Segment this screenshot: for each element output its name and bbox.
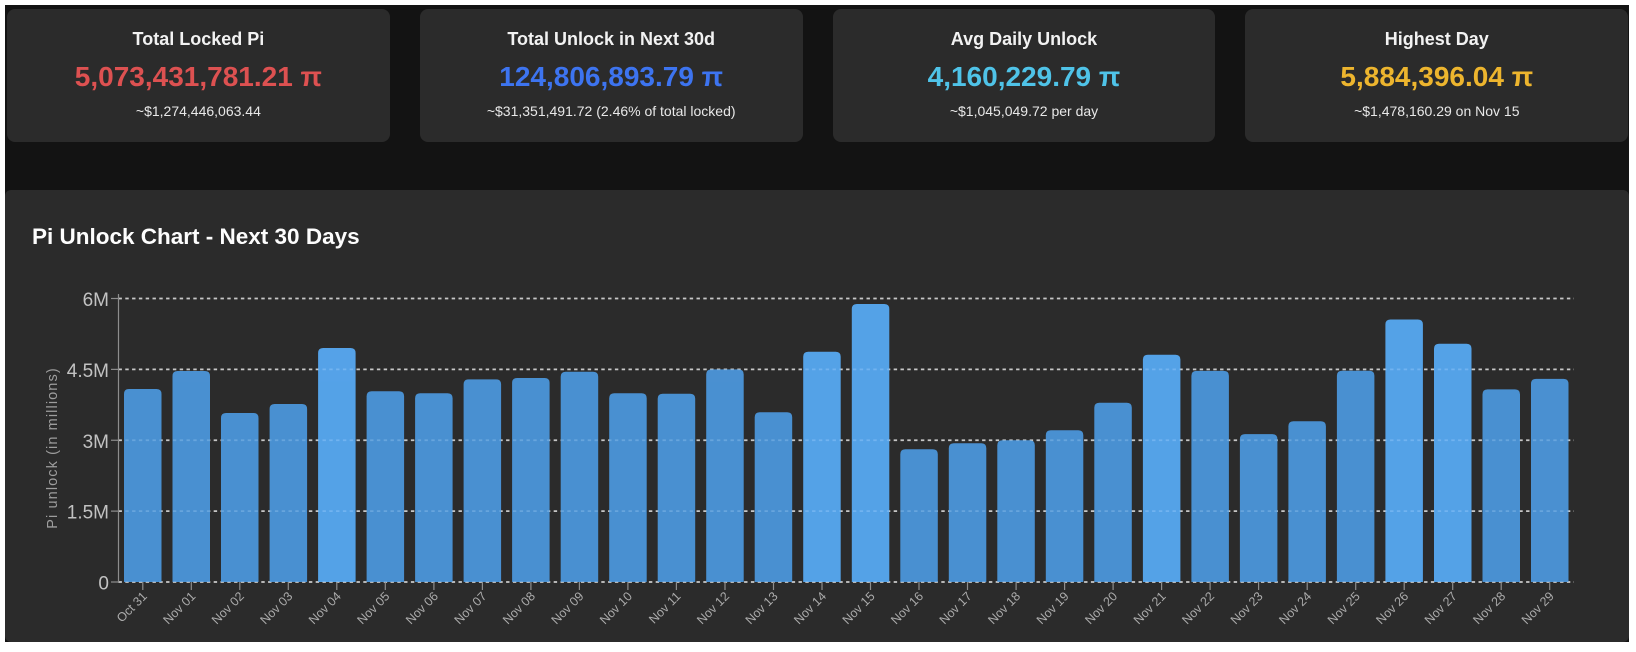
svg-text:3M: 3M	[83, 432, 109, 453]
svg-text:Nov 20: Nov 20	[1082, 589, 1120, 627]
svg-text:Nov 26: Nov 26	[1373, 589, 1411, 627]
svg-text:Oct 31: Oct 31	[114, 589, 150, 625]
svg-text:Nov 03: Nov 03	[258, 589, 296, 627]
svg-text:4.5M: 4.5M	[67, 361, 109, 382]
svg-text:Nov 23: Nov 23	[1228, 589, 1266, 627]
svg-text:Nov 24: Nov 24	[1276, 589, 1314, 627]
svg-text:Nov 21: Nov 21	[1131, 589, 1169, 627]
svg-text:Nov 06: Nov 06	[403, 589, 441, 627]
svg-text:Nov 27: Nov 27	[1422, 589, 1460, 627]
svg-text:Nov 28: Nov 28	[1470, 589, 1508, 627]
svg-text:Nov 13: Nov 13	[743, 589, 781, 627]
svg-text:0: 0	[98, 574, 109, 595]
svg-text:Pi unlock (in millions): Pi unlock (in millions)	[45, 367, 61, 528]
svg-text:Nov 18: Nov 18	[985, 589, 1023, 627]
svg-text:1.5M: 1.5M	[67, 503, 109, 524]
svg-text:Nov 09: Nov 09	[549, 589, 587, 627]
svg-text:6M: 6M	[83, 290, 109, 311]
svg-text:Nov 25: Nov 25	[1325, 589, 1363, 627]
svg-text:Nov 11: Nov 11	[646, 589, 683, 626]
svg-text:Nov 22: Nov 22	[1179, 589, 1217, 627]
svg-text:Nov 12: Nov 12	[694, 589, 732, 627]
svg-text:Nov 08: Nov 08	[500, 589, 538, 627]
svg-text:Nov 05: Nov 05	[355, 589, 393, 627]
svg-text:Nov 16: Nov 16	[888, 589, 926, 627]
svg-text:Nov 19: Nov 19	[1034, 589, 1072, 627]
svg-text:Nov 29: Nov 29	[1519, 589, 1557, 627]
svg-text:Nov 17: Nov 17	[937, 589, 975, 627]
svg-text:Nov 02: Nov 02	[209, 589, 247, 627]
svg-text:Nov 14: Nov 14	[791, 589, 829, 627]
svg-text:Nov 01: Nov 01	[161, 589, 199, 627]
svg-text:Nov 10: Nov 10	[597, 589, 635, 627]
svg-text:Nov 04: Nov 04	[306, 589, 344, 627]
svg-text:Nov 07: Nov 07	[452, 589, 490, 627]
svg-text:Nov 15: Nov 15	[840, 589, 878, 627]
